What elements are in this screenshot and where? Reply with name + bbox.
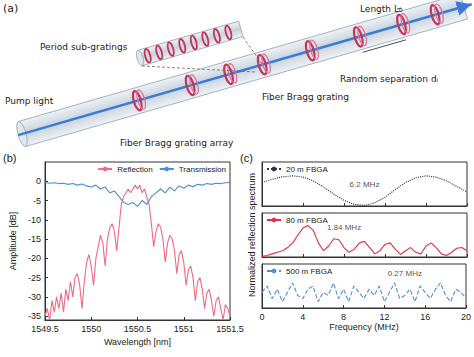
svg-text:80 m FBGA: 80 m FBGA <box>286 216 328 225</box>
svg-text:-30: -30 <box>28 292 41 302</box>
svg-text:500 m FBGA: 500 m FBGA <box>286 267 333 276</box>
svg-text:Wavelength [nm]: Wavelength [nm] <box>104 337 171 347</box>
svg-text:1551.5: 1551.5 <box>216 324 244 334</box>
svg-text:-15: -15 <box>28 234 41 244</box>
svg-text:Length L₀: Length L₀ <box>360 4 403 14</box>
svg-text:8: 8 <box>341 312 346 322</box>
svg-text:0: 0 <box>259 312 264 322</box>
svg-text:1550.5: 1550.5 <box>124 324 152 334</box>
svg-text:Amplitude [dB]: Amplitude [dB] <box>8 212 18 271</box>
svg-text:20: 20 <box>461 312 471 322</box>
svg-text:16: 16 <box>420 312 430 322</box>
svg-text:-35: -35 <box>28 311 41 321</box>
svg-text:(a): (a) <box>3 2 18 15</box>
svg-text:Pump light: Pump light <box>5 96 54 106</box>
svg-text:1.84 MHz: 1.84 MHz <box>327 223 361 232</box>
svg-text:Reflection: Reflection <box>117 165 153 174</box>
svg-text:12: 12 <box>379 312 389 322</box>
svg-text:-10: -10 <box>28 215 41 225</box>
svg-text:6.2 MHz: 6.2 MHz <box>350 180 380 189</box>
svg-text:Fiber Bragg grating: Fiber Bragg grating <box>262 92 349 102</box>
svg-text:Normalized reflection spectrum: Normalized reflection spectrum <box>247 173 257 297</box>
svg-text:(b): (b) <box>3 152 16 164</box>
svg-text:0: 0 <box>36 176 41 186</box>
svg-text:Transmission: Transmission <box>179 165 226 174</box>
svg-text:-5: -5 <box>33 196 41 206</box>
svg-text:1551: 1551 <box>174 324 194 334</box>
svg-text:-25: -25 <box>28 273 41 283</box>
svg-text:Random separation dᵢ: Random separation dᵢ <box>340 74 439 84</box>
svg-text:(c): (c) <box>240 152 253 164</box>
svg-text:20 m FBGA: 20 m FBGA <box>286 165 328 174</box>
svg-text:4: 4 <box>300 312 305 322</box>
svg-text:Fiber Bragg grating array: Fiber Bragg grating array <box>120 138 234 148</box>
svg-text:-20: -20 <box>28 253 41 263</box>
svg-text:1549.5: 1549.5 <box>31 324 59 334</box>
svg-text:Period sub-gratings: Period sub-gratings <box>40 42 128 52</box>
svg-text:0.27 MHz: 0.27 MHz <box>388 269 422 278</box>
svg-text:Frequency (MHz): Frequency (MHz) <box>329 322 399 332</box>
svg-text:1550: 1550 <box>81 324 101 334</box>
